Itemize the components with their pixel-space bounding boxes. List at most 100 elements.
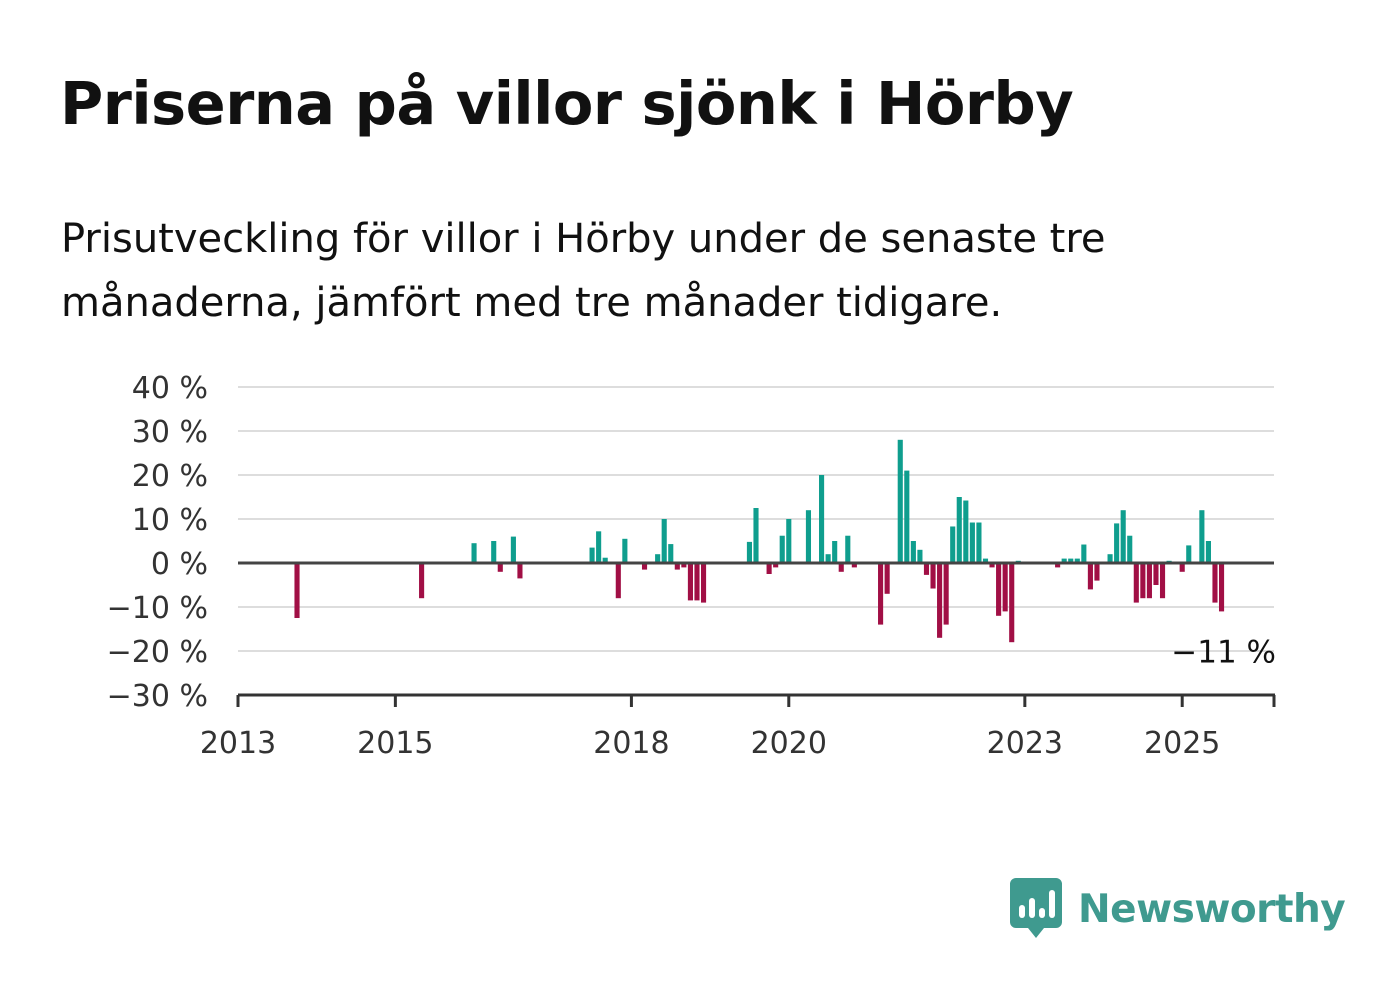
bar [838,563,844,572]
bar [1186,545,1192,563]
bar [845,535,851,563]
bar [1212,563,1218,603]
chart-title: Priserna på villor sjönk i Hörby [60,69,1074,138]
bar [805,510,812,563]
bar [1159,563,1166,599]
newsworthy-logo: Newsworthy [1010,878,1346,940]
y-tick-label: 0 % [151,547,208,582]
bars [294,439,1225,643]
bar [1074,558,1080,563]
bar [884,563,890,594]
bar [1146,563,1152,599]
bar [1009,563,1015,643]
x-tick-label: 2013 [200,726,276,761]
y-tick-label: −20 % [107,635,208,670]
bar [773,563,779,568]
bar [294,563,300,618]
bar [996,563,1002,616]
bar [943,563,949,625]
bar [851,563,857,568]
bar [1205,541,1211,563]
bar [1087,563,1093,590]
bar [1153,563,1159,585]
bar [1199,510,1205,563]
bar [1068,558,1074,563]
bar [1002,563,1008,612]
bar [989,563,995,568]
last-value-label: −11 % [1171,634,1276,670]
x-tick-label: 2018 [593,726,669,761]
bar [419,563,425,599]
bar [661,519,667,563]
bar [923,563,930,575]
bar [930,563,936,589]
bar [674,563,680,570]
bar [878,563,884,625]
bar [1107,554,1113,563]
bar [1114,523,1120,563]
bar [1127,535,1133,563]
bar [655,554,661,563]
bar [1140,563,1146,599]
y-tick-label: 40 % [132,371,208,406]
bar-chart: 40 %30 %20 %10 %0 %−10 %−20 %−30 % 2013 2… [107,371,1276,761]
bar [668,544,674,563]
bar [641,563,648,570]
bar [819,475,825,563]
bar [969,522,975,563]
bar [904,470,910,563]
bar [1120,510,1126,563]
bar [786,519,792,563]
y-tick-label: 10 % [132,503,208,538]
y-tick-label: 30 % [132,415,208,450]
y-axis-tick-labels: 40 % 30 % 20 % 10 % 0 % −10 % −20 % −30 % [107,371,208,714]
y-tick-label: −30 % [107,679,208,714]
bar [950,526,956,563]
bar [1094,563,1100,581]
bar [681,563,687,568]
x-tick-label: 2025 [1144,726,1220,761]
bar [917,549,923,563]
bar [471,543,477,563]
y-tick-label: 20 % [132,459,208,494]
bar [937,563,943,638]
bar [596,531,602,563]
bar [497,563,503,572]
bar [510,536,516,563]
bar [753,508,759,563]
bar [1081,544,1087,563]
bar [982,558,989,563]
bar [1179,563,1185,572]
bar [687,563,693,601]
bar [897,439,903,563]
bar [825,554,831,563]
bar [1133,563,1139,603]
x-tick-label: 2020 [751,726,827,761]
x-axis-tick-labels: 2013 2015 2018 2020 2023 2025 [200,726,1221,761]
bar [1218,563,1225,612]
bar [694,563,700,601]
bar [766,563,772,574]
y-tick-label: −10 % [107,591,208,626]
bar [956,497,962,563]
bar [700,563,707,603]
bar [779,535,785,563]
bar [517,563,523,579]
chart-subtitle: Prisutveckling för villor i Hörby under … [61,216,1106,326]
bar [491,541,497,563]
bar [602,557,608,563]
bar [622,538,628,563]
bar [1055,563,1061,568]
bar [746,541,753,563]
x-tick-label: 2015 [357,726,433,761]
newsworthy-logo-icon [1010,878,1062,938]
bar [832,541,838,563]
x-tick-label: 2023 [987,726,1063,761]
bar [910,541,916,563]
axes [236,561,1276,707]
brand-name: Newsworthy [1078,886,1346,932]
bar [615,563,621,599]
bar [589,547,595,563]
bar [1061,558,1067,563]
bar [963,500,969,563]
